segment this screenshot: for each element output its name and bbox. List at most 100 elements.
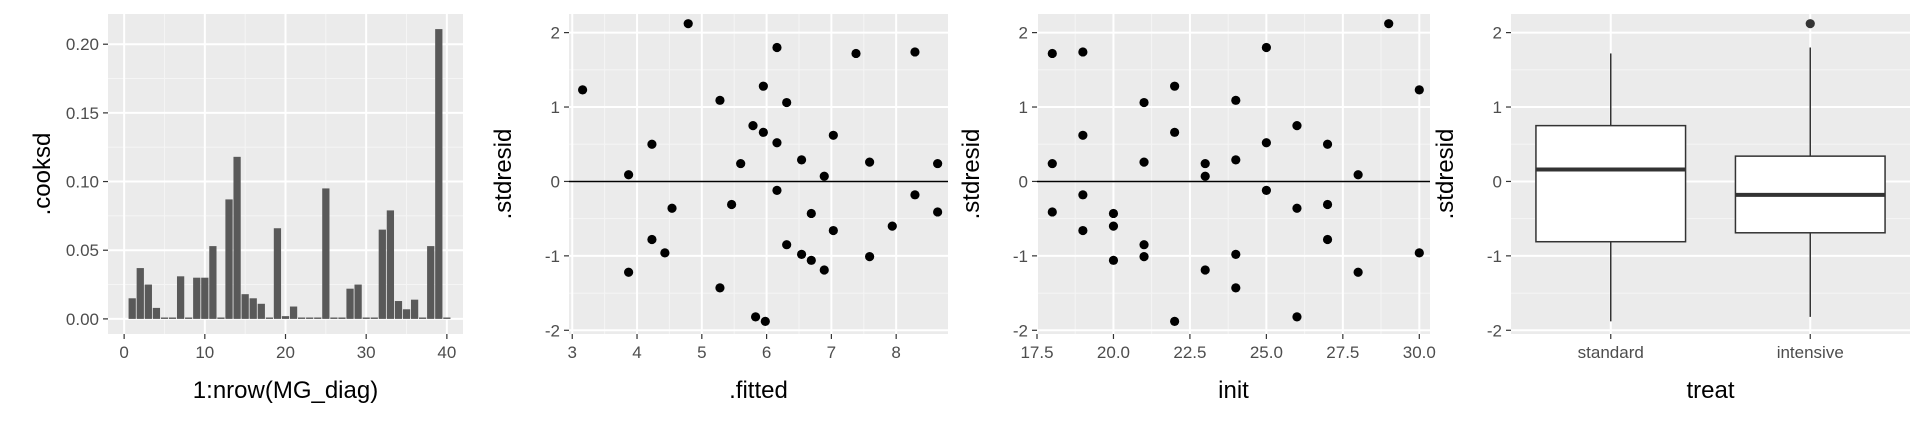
bar [346,288,354,319]
y-tick-label: 0 [1493,172,1502,191]
data-point [1139,157,1149,167]
y-tick-label: 0.00 [66,310,99,329]
data-point [865,252,875,262]
bar [217,317,225,319]
data-point [748,121,758,131]
x-tick-label: 27.5 [1326,343,1359,362]
data-point [727,199,737,210]
data-point [736,158,746,169]
data-point [819,265,829,275]
data-point [1261,42,1271,53]
bar [233,156,241,319]
bar [322,188,330,319]
data-point [772,185,782,195]
bar [410,299,419,319]
data-point [1139,252,1149,262]
bar [152,307,161,319]
bar [176,276,185,319]
data-point [1292,203,1302,213]
data-point [1200,265,1210,275]
bar [136,268,144,319]
data-point [1384,19,1394,29]
x-tick-label: 30.0 [1403,343,1436,362]
data-point [624,267,634,277]
data-point [910,190,920,200]
bar [362,317,370,319]
x-tick-label: 20.0 [1097,343,1130,362]
x-tick-label: 7 [827,343,836,362]
x-tick-label: intensive [1777,343,1844,362]
panel-3: -2 -1 0 1 2 17.5 20.0 22.5 25.0 27.5 30.0 init .stdr… [958,14,1436,404]
x-tick-label: 17.5 [1020,343,1053,362]
data-point [933,207,943,217]
x-tick-label: 40 [437,343,456,362]
data-point [1170,127,1180,137]
data-point [1170,81,1180,91]
y-tick-label: 1 [1019,98,1028,117]
bar [185,317,193,319]
bar [443,317,451,319]
bar [193,277,201,319]
bar [338,317,346,319]
bar [241,294,249,319]
y-tick-label: 2 [551,24,560,43]
box [1535,124,1687,243]
bar [281,316,290,319]
bar [330,317,338,319]
y-axis-title: .cooksd [29,133,56,216]
data-point [1292,121,1302,131]
data-point [910,47,920,57]
bar [298,317,306,319]
data-point [1047,48,1057,59]
data-point [887,221,897,231]
bar [402,309,411,319]
bar [386,210,395,319]
data-point [667,203,677,213]
x-tick-label: standard [1578,343,1644,362]
bar [314,317,322,319]
bar [306,317,314,319]
bar [128,298,136,319]
data-point [750,312,761,322]
data-point [1261,185,1271,195]
data-point [647,234,657,245]
x-tick-label: 22.5 [1173,343,1206,362]
data-point [1322,234,1333,245]
data-point [796,155,807,165]
data-point [1108,255,1119,265]
y-tick-label: 0 [551,172,560,191]
y-tick-label: -1 [545,247,560,266]
x-tick-label: 5 [697,343,706,362]
data-point [772,42,782,53]
x-tick-label: 25.0 [1250,343,1283,362]
y-tick-label: 2 [1493,24,1502,43]
data-point [1047,158,1057,169]
y-tick-label: 2 [1019,24,1028,43]
bar [209,246,217,319]
x-axis-title: .fitted [729,377,788,404]
bar [435,29,443,319]
data-point [1200,158,1210,169]
y-axis-title: .stdresid [490,129,517,220]
data-point [624,170,634,180]
y-axis-title: .stdresid [958,129,985,220]
y-tick-label: -1 [1487,247,1502,266]
data-point [760,316,770,326]
data-point [1353,170,1363,180]
data-point [758,81,768,91]
data-point [782,240,792,250]
data-point [1170,316,1180,326]
y-tick-label: 1 [1493,98,1502,117]
data-point [828,225,838,236]
data-point [1414,248,1424,258]
data-point [758,127,768,137]
data-point [1292,312,1302,322]
bar [168,317,177,319]
data-point [806,208,816,219]
y-tick-label: 0.10 [66,173,99,192]
data-point [851,48,861,59]
x-tick-label: 8 [891,343,900,362]
x-axis-title: treat [1686,377,1734,404]
panel-background [1037,14,1430,334]
